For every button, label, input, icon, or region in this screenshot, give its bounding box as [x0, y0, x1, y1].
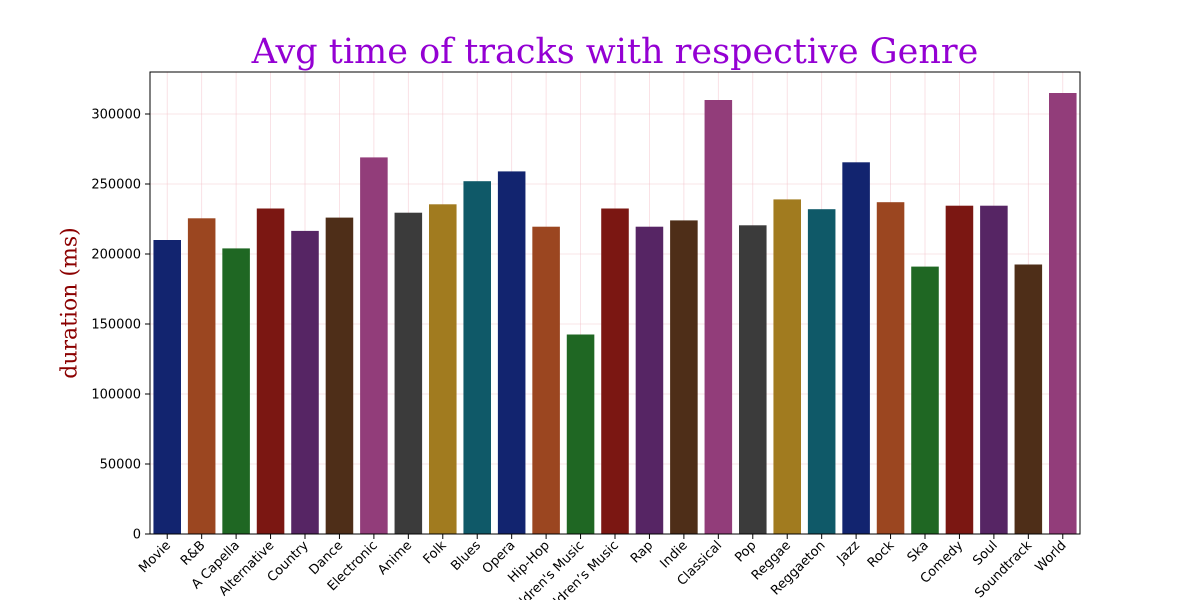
- bar: [739, 225, 767, 535]
- x-tick-label: Blues: [448, 538, 484, 574]
- bar: [911, 266, 939, 534]
- x-tick-label: R&B: [178, 538, 208, 568]
- bar: [1049, 93, 1077, 534]
- bar: [980, 205, 1008, 534]
- x-tick-label: Rap: [628, 538, 656, 566]
- bar: [222, 248, 250, 534]
- bar: [532, 226, 560, 534]
- bar: [394, 212, 423, 534]
- x-tick-label: Pop: [732, 538, 759, 565]
- x-tick-label: World: [1033, 538, 1070, 575]
- y-tick-label: 50000: [100, 458, 141, 473]
- bar: [807, 209, 836, 534]
- bar: [566, 334, 595, 534]
- bar: [876, 202, 905, 534]
- x-tick-label: Rock: [865, 538, 898, 571]
- bar: [842, 162, 870, 535]
- bar: [429, 204, 457, 535]
- bar: [325, 217, 354, 534]
- bar-layer: [153, 93, 1077, 535]
- y-tick-label: 200000: [91, 248, 141, 263]
- x-tick-label: Ska: [905, 538, 932, 565]
- bar: [291, 230, 319, 534]
- bar: [945, 205, 974, 534]
- bar: [463, 181, 491, 534]
- bar: [635, 226, 664, 534]
- bar: [704, 100, 733, 534]
- x-tick-label: Anime: [375, 538, 415, 578]
- y-tick-label: 100000: [91, 388, 141, 403]
- bar: [773, 199, 801, 534]
- x-tick-label: Jazz: [834, 538, 863, 567]
- y-tick-label: 0: [133, 528, 141, 543]
- bar: [670, 220, 698, 534]
- x-tick-label: Soul: [970, 538, 1000, 568]
- bar: [360, 157, 388, 534]
- bar: [601, 208, 629, 534]
- bar: [256, 208, 285, 534]
- y-tick-label: 250000: [91, 178, 141, 193]
- y-tick-label: 150000: [91, 318, 141, 333]
- bar: [1014, 264, 1043, 534]
- bar: [187, 218, 216, 535]
- bar: [497, 171, 526, 534]
- x-tick-label: Movie: [136, 538, 174, 576]
- plot-frame: [149, 71, 1081, 535]
- bar: [153, 240, 181, 534]
- chart-title: Avg time of tracks with respective Genre: [251, 32, 979, 72]
- y-tick-label: 300000: [91, 108, 141, 123]
- x-tick-label: Folk: [421, 538, 450, 567]
